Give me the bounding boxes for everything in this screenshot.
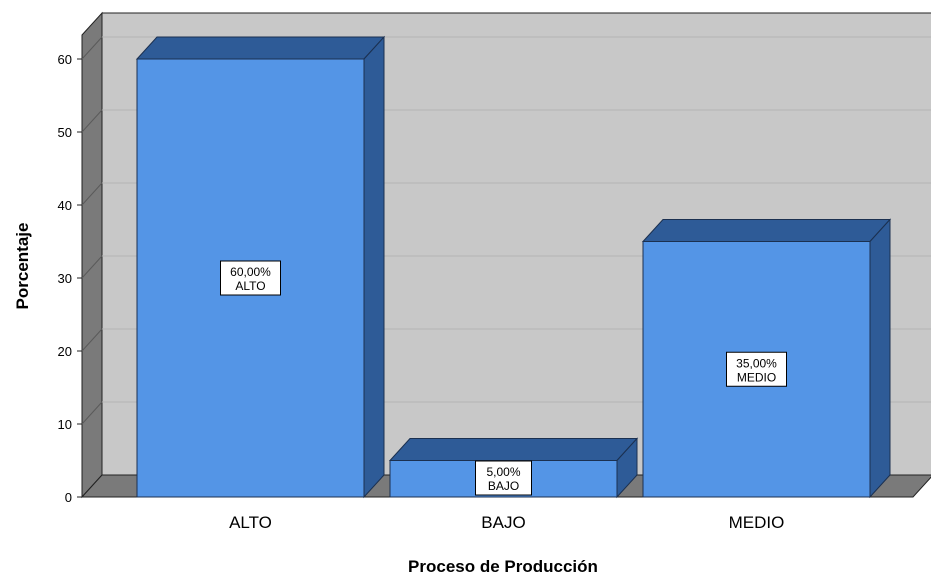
bar-side — [869, 218, 891, 499]
data-label: 60,00%ALTO — [220, 260, 281, 296]
gridline-side — [81, 401, 103, 425]
data-label: 35,00%MEDIO — [726, 351, 787, 387]
y-tick-label: 30 — [58, 271, 72, 286]
x-tick-label: MEDIO — [729, 513, 785, 532]
x-axis-labels: ALTO BAJO MEDIO — [229, 513, 784, 532]
data-label-box — [726, 351, 787, 387]
bar-top — [641, 219, 892, 242]
data-label-value: 5,00% — [486, 465, 520, 479]
data-label-category: MEDIO — [737, 370, 776, 384]
data-label-category: ALTO — [235, 279, 265, 293]
bar-bajo: 5,00%BAJO — [388, 437, 639, 499]
data-label: 5,00%BAJO — [475, 460, 532, 496]
gridline-side — [81, 36, 103, 60]
chart-left-wall — [81, 11, 103, 499]
data-label-box — [475, 460, 532, 496]
gridline-side — [81, 328, 103, 352]
y-tick-label: 50 — [58, 125, 72, 140]
x-axis-title: Proceso de Producción — [408, 557, 598, 576]
bar-medio: 35,00%MEDIO — [641, 218, 892, 499]
gridline-side — [81, 182, 103, 206]
y-tick-label: 10 — [58, 417, 72, 432]
bar-alto: 60,00%ALTO — [135, 35, 386, 499]
y-tick-label: 0 — [65, 490, 72, 505]
gridline-side — [81, 109, 103, 133]
data-label-value: 60,00% — [230, 265, 271, 279]
bar-top — [388, 438, 639, 461]
y-tick-label: 40 — [58, 198, 72, 213]
y-axis-title: Porcentaje — [13, 223, 32, 310]
gridline-side — [81, 255, 103, 279]
data-label-value: 35,00% — [736, 356, 777, 370]
bar-top — [135, 36, 386, 60]
y-tick-label: 60 — [58, 52, 72, 67]
y-tick-label: 20 — [58, 344, 72, 359]
x-tick-label: BAJO — [481, 513, 525, 532]
data-label-category: BAJO — [488, 479, 519, 493]
bar-side — [363, 35, 385, 499]
y-axis-ticks: 0 10 20 30 40 50 60 — [58, 52, 82, 505]
data-label-box — [220, 260, 281, 296]
bars: 60,00%ALTO 5,00%BAJO 35,00%MEDIO — [135, 35, 892, 499]
x-tick-label: ALTO — [229, 513, 272, 532]
